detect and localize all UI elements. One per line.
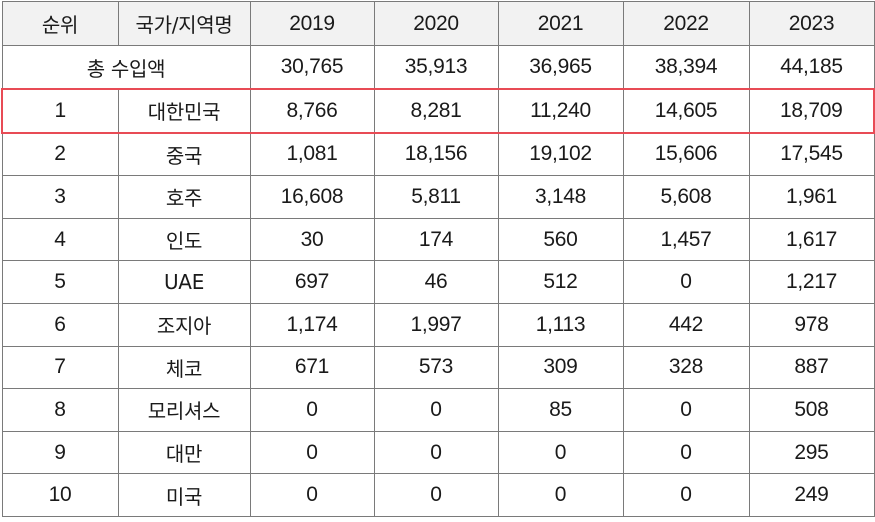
value-cell: 512 xyxy=(497,260,624,304)
header-2023: 2023 xyxy=(748,1,875,46)
table-row: 2 중국 1,081 18,156 19,102 15,606 17,545 xyxy=(1,132,875,177)
value-cell: 1,997 xyxy=(373,302,499,347)
value-cell: 18,709 xyxy=(748,88,875,134)
country-cell: 중국 xyxy=(117,132,251,177)
value-cell: 14,605 xyxy=(622,88,750,134)
value-cell: 19,102 xyxy=(497,132,624,177)
table-row: 1 대한민국 8,766 8,281 11,240 14,605 18,709 xyxy=(1,88,875,134)
header-row: 순위 국가/지역명 2019 2020 2021 2022 2023 xyxy=(1,1,875,46)
value-cell: 85 xyxy=(497,388,624,432)
value-cell: 30 xyxy=(249,217,375,262)
value-cell: 0 xyxy=(373,388,499,432)
value-cell: 0 xyxy=(249,473,375,517)
total-value: 38,394 xyxy=(622,45,750,90)
value-cell: 1,617 xyxy=(748,217,875,262)
header-rank: 순위 xyxy=(1,1,119,46)
table-row: 10 미국 0 0 0 0 249 xyxy=(1,473,875,517)
rank-cell: 6 xyxy=(1,302,119,347)
table-row: 9 대만 0 0 0 0 295 xyxy=(1,430,875,475)
value-cell: 1,174 xyxy=(249,302,375,347)
value-cell: 697 xyxy=(249,260,375,304)
country-cell: 대한민국 xyxy=(117,88,251,134)
table-row: 8 모리셔스 0 0 85 0 508 xyxy=(1,388,875,432)
table-row: 6 조지아 1,174 1,997 1,113 442 978 xyxy=(1,302,875,347)
value-cell: 1,113 xyxy=(497,302,624,347)
value-cell: 16,608 xyxy=(249,175,375,219)
rank-cell: 1 xyxy=(1,88,119,134)
total-value: 30,765 xyxy=(249,45,375,90)
country-cell: 대만 xyxy=(117,430,251,475)
rank-cell: 10 xyxy=(1,473,119,517)
value-cell: 508 xyxy=(748,388,875,432)
value-cell: 328 xyxy=(622,345,750,390)
total-value: 44,185 xyxy=(748,45,875,90)
value-cell: 174 xyxy=(373,217,499,262)
value-cell: 1,217 xyxy=(748,260,875,304)
country-cell: 미국 xyxy=(117,473,251,517)
country-cell: 인도 xyxy=(117,217,251,262)
rank-cell: 3 xyxy=(1,175,119,219)
value-cell: 8,766 xyxy=(249,88,375,134)
value-cell: 309 xyxy=(497,345,624,390)
value-cell: 560 xyxy=(497,217,624,262)
value-cell: 11,240 xyxy=(497,88,624,134)
rank-cell: 2 xyxy=(1,132,119,177)
value-cell: 0 xyxy=(622,430,750,475)
table-row: 4 인도 30 174 560 1,457 1,617 xyxy=(1,217,875,262)
country-cell: 체코 xyxy=(117,345,251,390)
country-cell: UAE xyxy=(117,260,251,304)
value-cell: 5,608 xyxy=(622,175,750,219)
total-value: 36,965 xyxy=(497,45,624,90)
rank-cell: 5 xyxy=(1,260,119,304)
value-cell: 0 xyxy=(622,473,750,517)
country-cell: 호주 xyxy=(117,175,251,219)
value-cell: 0 xyxy=(497,473,624,517)
table-row: 7 체코 671 573 309 328 887 xyxy=(1,345,875,390)
rank-cell: 9 xyxy=(1,430,119,475)
value-cell: 978 xyxy=(748,302,875,347)
header-2019: 2019 xyxy=(249,1,375,46)
total-value: 35,913 xyxy=(373,45,499,90)
rank-cell: 4 xyxy=(1,217,119,262)
value-cell: 0 xyxy=(249,388,375,432)
total-label: 총 수입액 xyxy=(1,45,251,90)
value-cell: 573 xyxy=(373,345,499,390)
value-cell: 15,606 xyxy=(622,132,750,177)
country-cell: 조지아 xyxy=(117,302,251,347)
value-cell: 887 xyxy=(748,345,875,390)
value-cell: 249 xyxy=(748,473,875,517)
rank-cell: 7 xyxy=(1,345,119,390)
value-cell: 0 xyxy=(249,430,375,475)
value-cell: 0 xyxy=(373,430,499,475)
value-cell: 18,156 xyxy=(373,132,499,177)
value-cell: 1,457 xyxy=(622,217,750,262)
value-cell: 5,811 xyxy=(373,175,499,219)
value-cell: 442 xyxy=(622,302,750,347)
value-cell: 295 xyxy=(748,430,875,475)
rank-cell: 8 xyxy=(1,388,119,432)
value-cell: 0 xyxy=(622,260,750,304)
header-country: 국가/지역명 xyxy=(117,1,251,46)
value-cell: 0 xyxy=(497,430,624,475)
country-cell: 모리셔스 xyxy=(117,388,251,432)
header-2022: 2022 xyxy=(622,1,750,46)
header-2020: 2020 xyxy=(373,1,499,46)
value-cell: 0 xyxy=(622,388,750,432)
table-row: 3 호주 16,608 5,811 3,148 5,608 1,961 xyxy=(1,175,875,219)
value-cell: 671 xyxy=(249,345,375,390)
value-cell: 1,961 xyxy=(748,175,875,219)
total-row: 총 수입액 30,765 35,913 36,965 38,394 44,185 xyxy=(1,45,875,90)
table-row: 5 UAE 697 46 512 0 1,217 xyxy=(1,260,875,304)
value-cell: 46 xyxy=(373,260,499,304)
value-cell: 0 xyxy=(373,473,499,517)
value-cell: 8,281 xyxy=(373,88,499,134)
value-cell: 1,081 xyxy=(249,132,375,177)
header-2021: 2021 xyxy=(497,1,624,46)
value-cell: 17,545 xyxy=(748,132,875,177)
value-cell: 3,148 xyxy=(497,175,624,219)
